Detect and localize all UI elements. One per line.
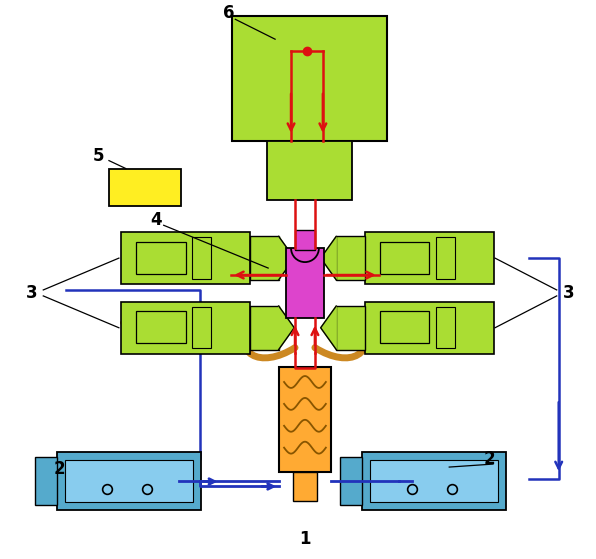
Bar	[250, 236, 279, 281]
Bar	[232, 16, 387, 141]
Text: 6: 6	[222, 4, 234, 22]
Text: 4: 4	[150, 211, 162, 229]
Bar	[136, 241, 185, 273]
Bar	[109, 169, 181, 206]
Bar	[436, 307, 455, 348]
Bar	[192, 307, 212, 348]
Bar	[286, 248, 324, 318]
Text: 2: 2	[483, 450, 495, 468]
Bar	[64, 460, 193, 502]
Bar	[370, 460, 498, 502]
Bar	[250, 306, 279, 350]
Bar	[35, 457, 57, 505]
Polygon shape	[279, 236, 294, 280]
Text: 5: 5	[93, 146, 105, 164]
Bar	[121, 232, 250, 284]
Polygon shape	[321, 306, 336, 349]
Bar	[340, 457, 362, 505]
Bar	[121, 302, 250, 354]
Bar	[267, 141, 352, 200]
Bar	[365, 302, 494, 354]
Bar	[293, 472, 317, 501]
Text: 2: 2	[54, 460, 65, 478]
Polygon shape	[321, 236, 336, 280]
Bar	[336, 236, 365, 281]
Bar	[362, 452, 507, 510]
Bar	[336, 306, 365, 350]
Bar	[136, 311, 185, 343]
Text: 3: 3	[26, 284, 37, 302]
Bar	[365, 232, 494, 284]
Bar	[192, 238, 212, 279]
Bar	[295, 230, 315, 250]
Polygon shape	[279, 306, 294, 349]
Text: 3: 3	[563, 284, 575, 302]
Bar	[436, 238, 455, 279]
Bar	[380, 241, 429, 273]
Text: 1: 1	[299, 530, 311, 548]
Bar	[57, 452, 201, 510]
Bar	[279, 367, 331, 472]
Bar	[380, 311, 429, 343]
